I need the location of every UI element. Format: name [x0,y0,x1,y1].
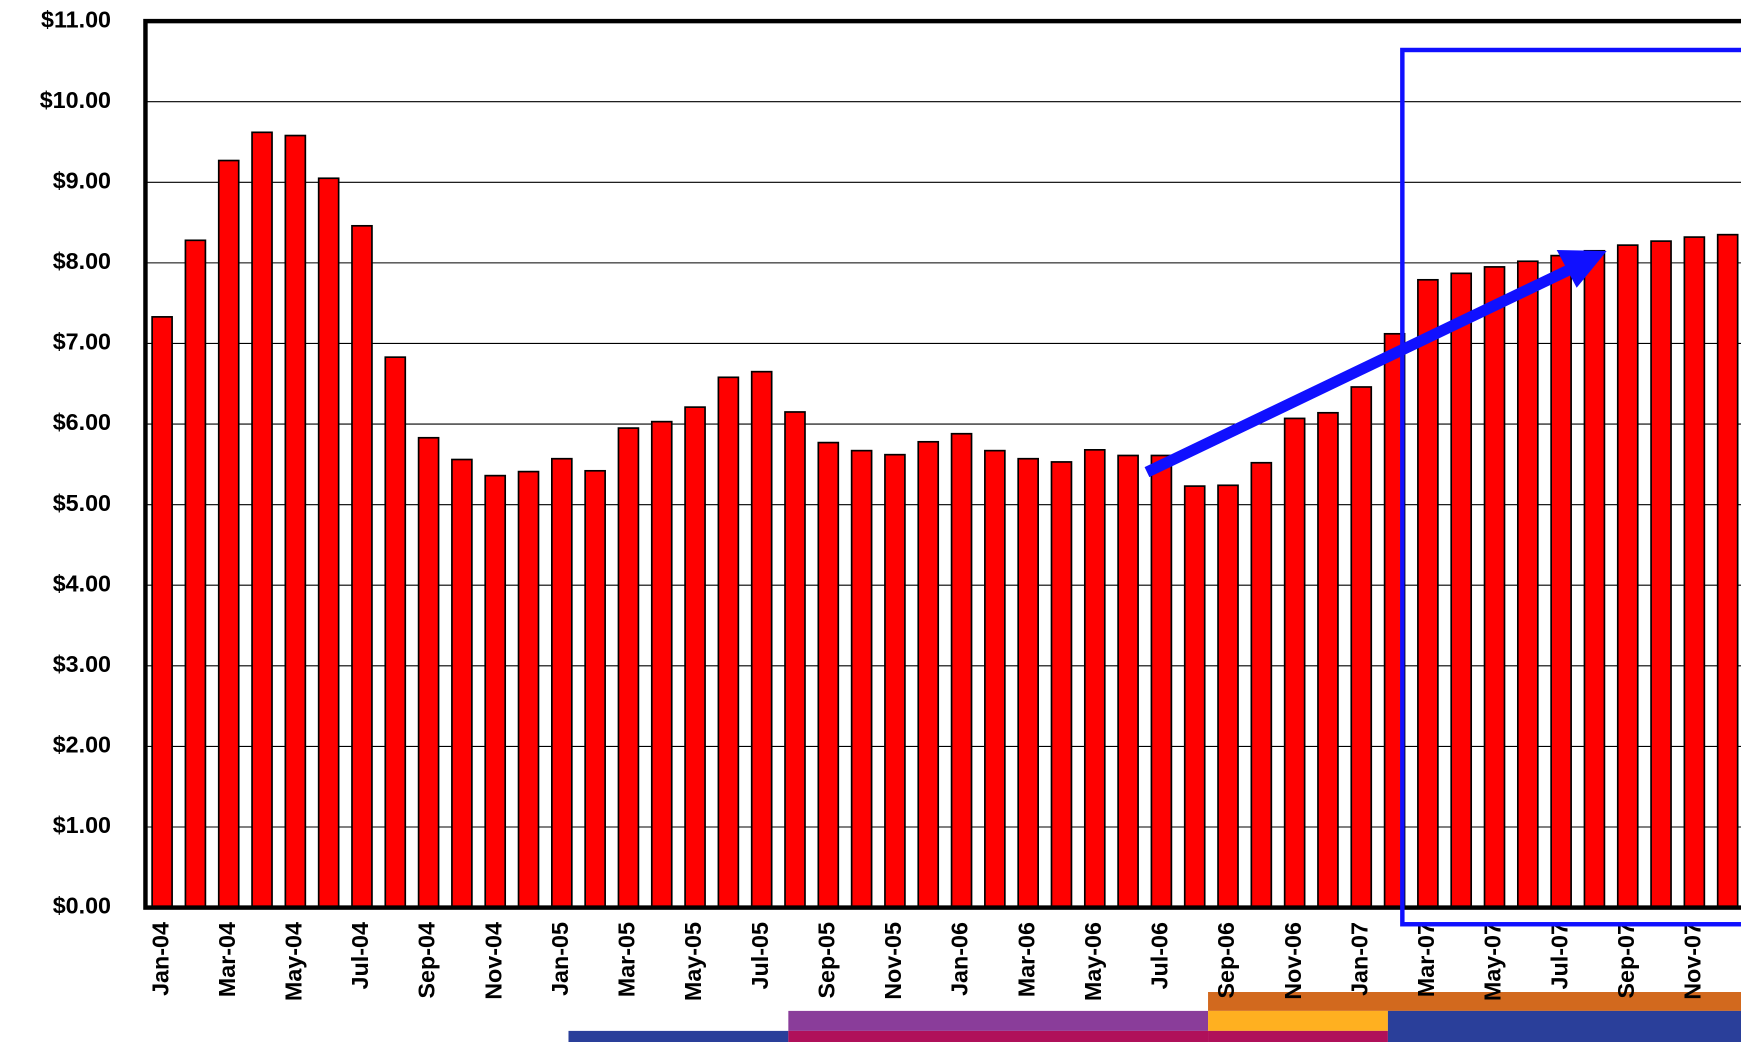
x-tick-label: Mar-04 [214,922,240,997]
bar [750,370,773,909]
band [1387,1010,1741,1042]
y-tick-label: $9.00 [53,167,111,193]
x-tick-label: Nov-05 [880,922,906,1000]
x-tick-label: Jan-07 [1346,922,1372,996]
bar [1417,278,1439,909]
plot-frame [143,18,1741,910]
bar [184,239,207,909]
x-tick-label: May-04 [281,922,307,1001]
bar [317,177,340,909]
x-tick-label: Jul-06 [1147,922,1173,989]
bar [517,470,540,909]
bar [151,316,173,909]
bar [817,441,840,909]
x-tick-label: Jul-07 [1546,922,1572,989]
bar [384,356,407,909]
bar [417,436,440,909]
bar [1650,240,1672,909]
y-tick-label: $1.00 [53,812,111,838]
bar [1483,266,1506,909]
bar [1583,249,1606,909]
bar [284,134,307,909]
bar [1616,244,1639,909]
y-tick-label: $8.00 [53,248,111,274]
bar [1217,484,1239,909]
bar [884,453,906,909]
y-tick-label: $6.00 [53,409,111,435]
x-tick-label: Sep-05 [813,922,839,999]
bar [1117,454,1139,909]
highlight-box [1400,47,1741,927]
band [1208,1030,1388,1042]
y-tick-label: $3.00 [53,651,111,677]
bar [1683,236,1706,909]
bar [650,420,673,909]
y-tick-label: $10.00 [40,87,111,113]
timeline-bands [568,992,1741,1042]
bar [551,457,573,909]
y-tick-label: $7.00 [53,329,111,355]
bar [1083,449,1106,909]
y-tick-label: $2.00 [53,732,111,758]
bar [950,432,973,909]
x-tick-label: Sep-04 [414,922,440,999]
y-tick-label: $5.00 [53,490,111,516]
bar [1017,457,1039,909]
bar [917,440,940,909]
y-tick-label: $0.00 [53,893,111,919]
x-tick-label: Sep-07 [1613,922,1639,998]
x-tick-label: Jan-04 [147,922,173,996]
x-tick-label: May-05 [680,922,706,1001]
x-tick-label: Mar-05 [614,922,640,997]
bar [251,131,273,909]
bar [1516,260,1539,909]
trend-arrow-head [1556,249,1607,288]
x-tick-label: Mar-06 [1013,922,1039,997]
bar [684,406,706,909]
bar [1150,454,1173,909]
bar [351,224,373,909]
band [1208,992,1741,1011]
x-tick-label: Nov-04 [480,922,506,1000]
bar [784,411,806,909]
bar [1550,254,1572,909]
band [568,1030,789,1042]
bar [1317,411,1339,909]
x-tick-label: Jul-04 [347,922,373,989]
x-tick-label: May-07 [1480,922,1506,1001]
x-tick-label: Jul-05 [747,922,773,989]
x-tick-label: Mar-07 [1413,922,1439,997]
x-tick-label: Nov-07 [1680,922,1706,1000]
y-tick-label: $4.00 [53,570,111,596]
band [788,1010,1209,1031]
x-tick-label: Sep-06 [1213,922,1239,999]
bar [1716,233,1739,909]
bar [1350,386,1373,909]
bar [1450,272,1473,909]
bar [984,449,1006,909]
bar [217,159,240,909]
x-tick-label: Nov-06 [1280,922,1306,1000]
band [1208,1010,1388,1031]
bar [717,376,740,909]
bar [1283,417,1306,909]
x-tick-label: May-06 [1080,922,1106,1001]
bar [1250,461,1273,909]
bar [1183,485,1206,909]
bar [850,449,873,909]
bar [584,469,606,909]
bar [451,458,473,909]
bar [617,427,640,909]
plot-area: $0.00 $1.00 $2.00 $3.00 $4.00 $5.00 $6.00 $7.00… [40,6,1741,1001]
bar [1050,461,1073,909]
y-tick-label: $11.00 [41,6,111,32]
bar [484,474,507,909]
x-tick-label: Jan-05 [547,922,573,996]
band [788,1030,1209,1042]
trend-arrow [1144,263,1574,478]
x-tick-label: Jan-06 [947,922,973,996]
